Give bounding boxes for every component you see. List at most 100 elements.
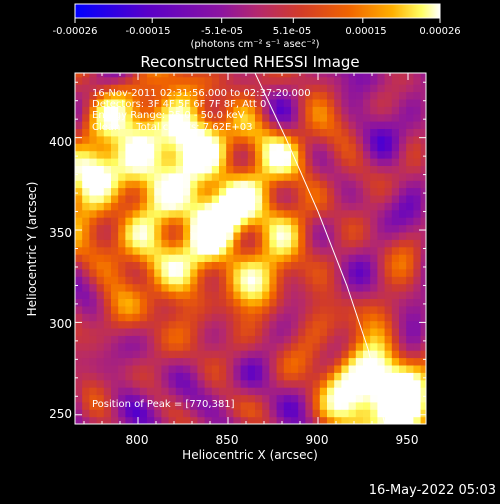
heatmap-cell xyxy=(132,172,141,181)
heatmap-cell xyxy=(183,357,191,366)
heatmap-cell xyxy=(298,387,306,396)
heatmap-cell xyxy=(197,98,206,107)
heatmap-cell xyxy=(312,387,321,396)
heatmap-cell xyxy=(319,143,328,152)
heatmap-cell xyxy=(255,364,263,373)
heatmap-cell xyxy=(384,224,393,233)
heatmap-cell xyxy=(384,416,393,424)
heatmap-cell xyxy=(132,231,141,240)
heatmap-cell xyxy=(399,143,407,152)
heatmap-cell xyxy=(96,165,105,174)
heatmap-cell xyxy=(132,298,141,307)
heatmap-cell xyxy=(219,305,227,314)
heatmap-cell xyxy=(219,401,227,410)
heatmap-cell xyxy=(384,372,393,381)
heatmap-cell xyxy=(204,350,213,359)
heatmap-cell xyxy=(391,394,400,403)
heatmap-cell xyxy=(406,239,414,248)
heatmap-cell xyxy=(75,76,83,85)
heatmap-cell xyxy=(96,135,105,144)
heatmap-cell xyxy=(341,254,350,262)
heatmap-cell xyxy=(399,231,407,240)
heatmap-cell xyxy=(111,76,119,85)
heatmap-cell xyxy=(219,106,227,115)
heatmap-cell xyxy=(406,217,414,226)
heatmap-cell xyxy=(305,91,314,100)
heatmap-cell xyxy=(262,187,270,196)
heatmap-cell xyxy=(154,268,162,277)
heatmap-cell xyxy=(168,165,177,174)
heatmap-cell xyxy=(276,239,285,248)
heatmap-cell xyxy=(276,76,285,85)
heatmap-cell xyxy=(334,409,342,418)
heatmap-cell xyxy=(233,291,242,299)
heatmap-cell xyxy=(413,276,422,285)
heatmap-cell xyxy=(298,172,306,181)
heatmap-cell xyxy=(204,135,213,144)
heatmap-cell xyxy=(247,239,256,248)
heatmap-cell xyxy=(399,394,407,403)
heatmap-cell xyxy=(348,91,357,100)
heatmap-cell xyxy=(226,276,234,285)
heatmap-cell xyxy=(154,350,162,359)
heatmap-cell xyxy=(406,313,414,322)
heatmap-cell xyxy=(319,239,328,248)
heatmap-cell xyxy=(413,342,422,351)
heatmap-cell xyxy=(118,357,126,366)
heatmap-cell xyxy=(89,209,98,218)
heatmap-cell xyxy=(413,158,422,166)
heatmap-cell xyxy=(391,84,400,93)
heatmap-cell xyxy=(233,246,242,255)
heatmap-cell xyxy=(132,357,141,366)
heatmap-cell xyxy=(269,268,278,277)
heatmap-cell xyxy=(341,246,350,255)
heatmap-cell xyxy=(341,180,350,189)
heatmap-cell xyxy=(175,76,184,85)
heatmap-cell xyxy=(226,143,234,152)
heatmap-cell xyxy=(139,121,148,129)
heatmap-cell xyxy=(147,305,155,314)
heatmap-cell xyxy=(125,254,134,262)
heatmap-cell xyxy=(341,416,350,424)
heatmap-cell xyxy=(147,128,155,137)
heatmap-cell xyxy=(247,187,256,196)
heatmap-cell xyxy=(75,172,83,181)
heatmap-cell xyxy=(168,231,177,240)
heatmap-cell xyxy=(305,194,314,203)
heatmap-cell xyxy=(363,135,371,144)
heatmap-cell xyxy=(103,283,112,292)
heatmap-cell xyxy=(334,158,342,166)
heatmap-cell xyxy=(240,401,249,410)
heatmap-cell xyxy=(240,416,249,424)
heatmap-cell xyxy=(111,143,119,152)
heatmap-cell xyxy=(183,298,191,307)
heatmap-cell xyxy=(370,150,378,159)
heatmap-cell xyxy=(370,305,378,314)
heatmap-cell xyxy=(370,91,378,100)
heatmap-cell xyxy=(399,91,407,100)
heatmap-cell xyxy=(291,372,299,381)
heatmap-cell xyxy=(96,409,105,418)
heatmap-cell xyxy=(175,135,184,144)
heatmap-cell xyxy=(262,401,270,410)
heatmap-cell xyxy=(377,335,386,344)
heatmap-cell xyxy=(327,158,335,166)
heatmap-cell xyxy=(103,372,112,381)
heatmap-cell xyxy=(161,150,170,159)
heatmap-cell xyxy=(211,268,220,277)
colorbar-tick-label-2: -5.1e-05 xyxy=(201,26,243,37)
heatmap-cell xyxy=(111,320,119,329)
heatmap-cell xyxy=(363,327,371,336)
heatmap-cell xyxy=(147,416,155,424)
heatmap-cell xyxy=(334,305,342,314)
heatmap-cell xyxy=(161,327,170,336)
heatmap-cell xyxy=(161,313,170,322)
heatmap-cell xyxy=(168,239,177,248)
heatmap-cell xyxy=(262,202,270,211)
heatmap-cell xyxy=(147,246,155,255)
heatmap-cell xyxy=(363,73,371,78)
heatmap-cell xyxy=(211,73,220,78)
heatmap-cell xyxy=(334,113,342,122)
heatmap-cell xyxy=(96,254,105,262)
heatmap-cell xyxy=(190,231,198,240)
